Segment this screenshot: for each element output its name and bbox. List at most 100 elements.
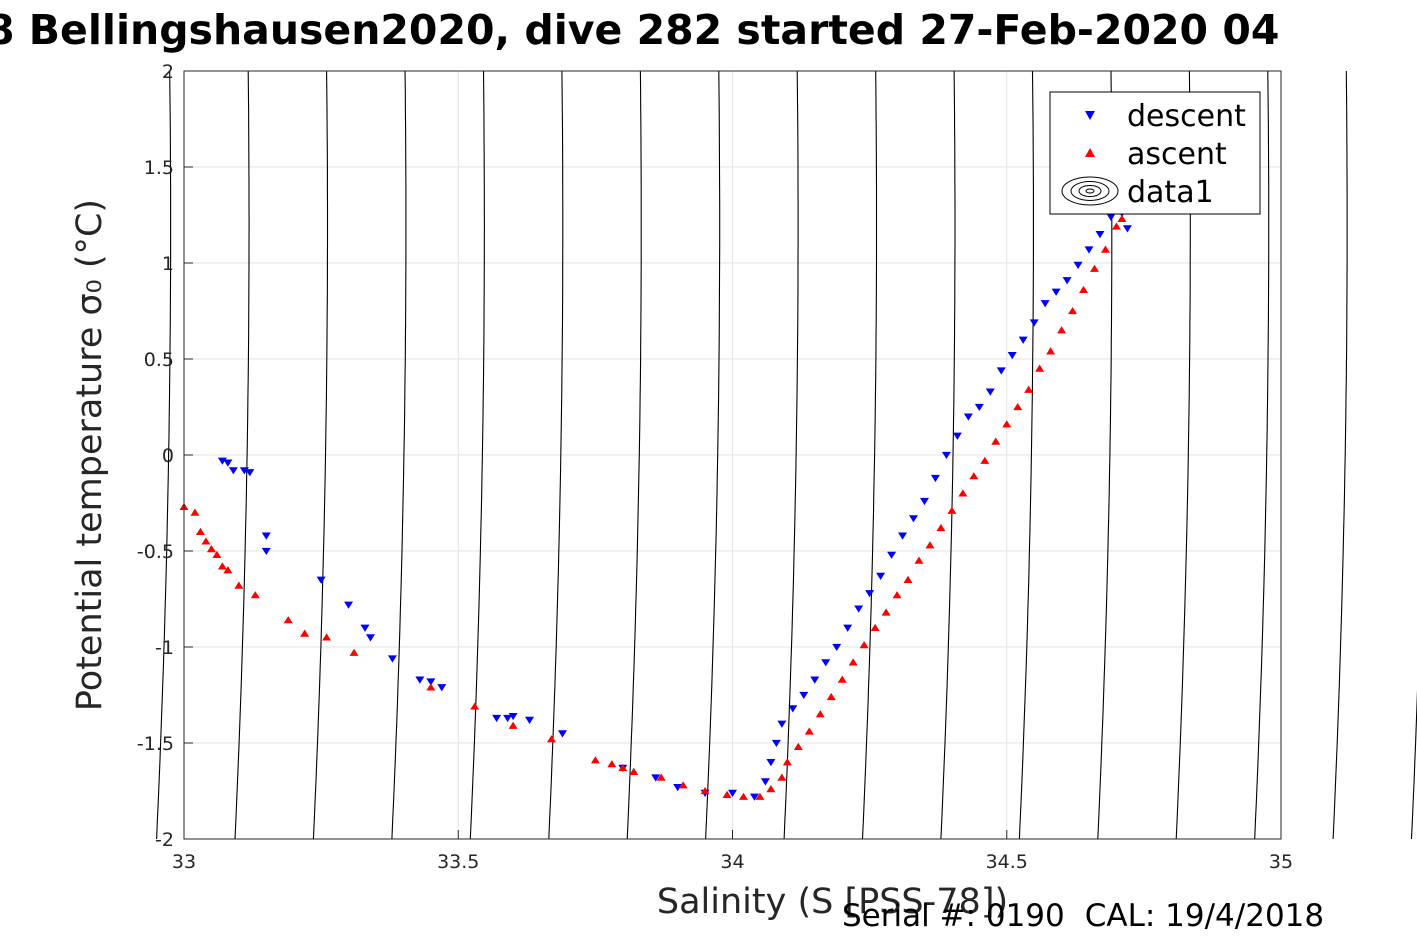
x-axis-label: Salinity (S [PSS-78]) (657, 882, 1008, 922)
descent-point (887, 551, 897, 559)
descent-point (909, 515, 919, 523)
descent-point (1051, 288, 1061, 296)
y-tick-label: -2 (155, 829, 174, 851)
y-tick-label: 0 (162, 445, 174, 467)
ascent-point (217, 562, 227, 570)
descent-point (930, 474, 940, 483)
ascent-point (201, 537, 211, 545)
descent-point (360, 624, 370, 632)
descent-point (821, 659, 831, 667)
x-tick-label: 34.5 (986, 851, 1028, 873)
descent-point (508, 712, 518, 721)
descent-point (228, 467, 238, 475)
ascent-point (793, 742, 803, 750)
legend-label-descent: descent (1127, 99, 1246, 134)
ascent-point (300, 629, 310, 637)
descent-point (1095, 231, 1105, 239)
ascent-point (980, 456, 990, 464)
descent-point (996, 367, 1006, 375)
ascent-point (826, 692, 836, 701)
isopycnal-line (391, 70, 407, 840)
ascent-point (1002, 420, 1012, 428)
descent-point (261, 547, 271, 556)
x-tick-label: 33.5 (437, 851, 479, 873)
x-tick-label: 33 (172, 851, 196, 873)
ascent-point (947, 506, 957, 514)
y-tick-label: -1.5 (137, 733, 174, 755)
ascent-point (722, 790, 732, 798)
descent-point (728, 789, 737, 797)
y-axis-label: Potential temperature σ₀ (°C) (70, 199, 110, 711)
x-tick-label: 35 (1269, 851, 1293, 873)
chart-title: 8 Bellingshausen2020, dive 282 started 2… (0, 6, 1280, 54)
descent-point (344, 601, 354, 609)
descent-point (766, 759, 776, 767)
y-tick-label: 2 (162, 61, 174, 83)
ascent-point (936, 523, 946, 532)
y-tick-label: 0.5 (144, 349, 174, 371)
descent-point (261, 532, 271, 540)
y-tick-label: -1 (155, 637, 174, 659)
descent-point (919, 497, 929, 506)
descent-point (1122, 225, 1132, 233)
ascent-point (656, 773, 666, 781)
descent-point (223, 459, 233, 467)
isopycnal-line (1018, 70, 1034, 840)
ascent-point (755, 792, 765, 800)
descent-point (898, 532, 908, 540)
ascent-point (1068, 306, 1078, 315)
ascent-point (508, 721, 518, 729)
ascent-point (322, 633, 332, 641)
legend-ascent-marker (1085, 148, 1095, 157)
ascent-point (212, 550, 222, 558)
descent-point (1084, 246, 1094, 254)
x-tick-label: 34 (720, 851, 744, 873)
descent-point (1106, 213, 1116, 221)
ascent-point (283, 616, 293, 624)
isopycnal-line (783, 70, 799, 840)
ascent-point (848, 658, 858, 666)
descent-point (1040, 300, 1050, 308)
isopycnal-line (312, 70, 329, 840)
ascent-point (546, 735, 556, 743)
ascent-point (590, 756, 600, 764)
descent-point (525, 716, 535, 725)
ascent-point (250, 591, 260, 599)
ascent-point (223, 566, 233, 574)
ascent-point (1111, 222, 1121, 230)
isopycnal-line (861, 70, 878, 840)
descent-point (1007, 352, 1017, 360)
ascent-point (1079, 285, 1089, 294)
ascent-point (925, 541, 935, 549)
descent-point (952, 432, 962, 440)
isopycnal-line (626, 70, 642, 840)
ascent-point (618, 763, 628, 772)
legend-contour-marker (1085, 188, 1095, 194)
descent-point (865, 590, 875, 598)
descent-point (963, 413, 973, 421)
ascent-point (700, 786, 710, 795)
isopycnal-line (940, 70, 956, 840)
descent-point (1018, 336, 1028, 344)
ascent-point (426, 683, 436, 691)
descent-point (843, 624, 853, 632)
legend-label-ascent: ascent (1127, 137, 1227, 172)
descent-point (1073, 261, 1083, 269)
ascent-point (859, 641, 869, 649)
legend-box (1049, 91, 1261, 215)
isopycnal-line (234, 70, 250, 840)
descent-point (557, 730, 567, 738)
ascent-point (195, 527, 205, 535)
isopycnal-line (1332, 70, 1348, 840)
footer-info: Serial #: 0190 CAL: 19/4/2018 (842, 898, 1344, 934)
serial-number: Serial #: 0190 (842, 898, 1065, 934)
descent-point (426, 678, 436, 686)
ascent-point (1100, 245, 1110, 253)
descent-point (503, 714, 513, 723)
legend-contour-marker (1061, 176, 1119, 206)
y-tick-label: 1 (162, 253, 174, 275)
ascent-point (958, 489, 968, 497)
y-tick-label: -0.5 (137, 541, 174, 563)
descent-point (788, 705, 798, 713)
